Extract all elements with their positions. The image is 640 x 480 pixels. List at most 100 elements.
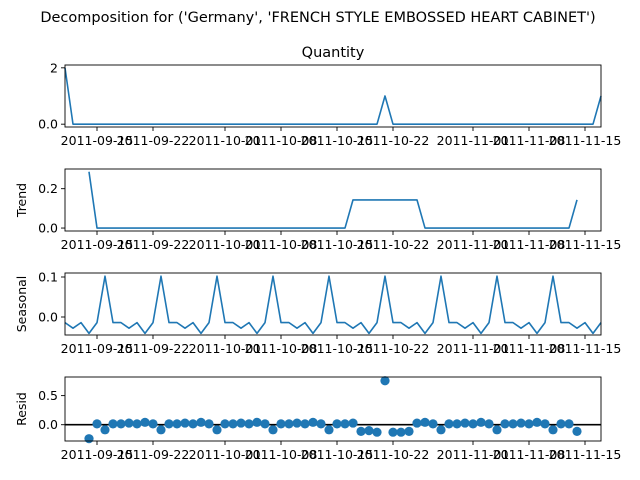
x-tick-label: 2011-10-01 — [189, 447, 262, 462]
y-tick-label: 0.0 — [38, 117, 58, 132]
resid-point — [412, 418, 422, 428]
resid-point — [220, 419, 230, 429]
axes-frame — [64, 168, 602, 232]
x-tick-label: 2011-11-15 — [549, 237, 622, 252]
resid-point — [572, 426, 582, 436]
resid-point — [404, 426, 414, 436]
resid-point — [252, 417, 262, 427]
resid-point — [244, 419, 254, 429]
resid-point — [396, 427, 406, 437]
x-tick-label: 2011-11-08 — [493, 447, 566, 462]
resid-point — [324, 425, 334, 435]
resid-point — [204, 419, 214, 429]
resid-point — [508, 419, 518, 429]
resid-point — [332, 419, 342, 429]
resid-point — [92, 419, 102, 429]
resid-point — [84, 434, 94, 444]
x-tick-label: 2011-09-22 — [117, 341, 190, 356]
panel-title: Quantity — [302, 45, 365, 61]
x-tick-label: 2011-11-01 — [437, 447, 510, 462]
x-tick-label: 2011-10-08 — [245, 447, 318, 462]
resid-point — [276, 419, 286, 429]
x-tick-label: 2011-11-08 — [493, 133, 566, 148]
resid-point — [540, 419, 550, 429]
resid-point — [268, 425, 278, 435]
resid-point — [564, 419, 574, 429]
resid-point — [356, 426, 366, 436]
series-line — [64, 67, 602, 125]
resid-point — [108, 419, 118, 429]
x-tick-label: 2011-09-15 — [61, 341, 134, 356]
y-tick-label: 0.2 — [38, 181, 58, 196]
y-tick-label: 0.0 — [38, 417, 58, 432]
y-axis-label: Resid — [14, 392, 29, 426]
resid-point — [124, 418, 134, 428]
axes-frame — [64, 64, 602, 128]
x-tick-label: 2011-10-15 — [301, 341, 374, 356]
resid-point — [348, 418, 358, 428]
resid-point — [476, 417, 486, 427]
resid-point — [116, 419, 126, 429]
resid-point — [500, 419, 510, 429]
x-tick-label: 2011-11-08 — [493, 237, 566, 252]
resid-point — [260, 419, 270, 429]
x-tick-label: 2011-09-22 — [117, 133, 190, 148]
resid-point — [556, 419, 566, 429]
resid-point — [532, 417, 542, 427]
resid-point — [180, 418, 190, 428]
x-tick-label: 2011-11-01 — [437, 237, 510, 252]
y-tick-label: 0.0 — [38, 310, 58, 325]
x-tick-label: 2011-11-08 — [493, 341, 566, 356]
resid-point — [484, 419, 494, 429]
x-tick-label: 2011-09-22 — [117, 237, 190, 252]
resid-point — [156, 425, 166, 435]
resid-point — [228, 419, 238, 429]
y-tick-label: 0.5 — [38, 388, 58, 403]
x-tick-label: 2011-10-08 — [245, 341, 318, 356]
resid-point — [292, 418, 302, 428]
x-tick-label: 2011-10-08 — [245, 133, 318, 148]
resid-point — [548, 425, 558, 435]
resid-point — [444, 419, 454, 429]
resid-point — [164, 419, 174, 429]
x-tick-label: 2011-09-22 — [117, 447, 190, 462]
resid-point — [140, 417, 150, 427]
x-tick-label: 2011-09-15 — [61, 237, 134, 252]
resid-point — [132, 419, 142, 429]
resid-point — [452, 419, 462, 429]
x-tick-label: 2011-10-15 — [301, 237, 374, 252]
x-tick-label: 2011-09-15 — [61, 447, 134, 462]
x-tick-label: 2011-10-15 — [301, 447, 374, 462]
resid-point — [284, 419, 294, 429]
y-tick-label: 0.1 — [38, 270, 58, 285]
resid-point — [516, 418, 526, 428]
x-tick-label: 2011-11-15 — [549, 447, 622, 462]
resid-point — [236, 418, 246, 428]
resid-point — [100, 425, 110, 435]
x-tick-label: 2011-11-01 — [437, 133, 510, 148]
axes-frame — [64, 272, 602, 336]
resid-point — [372, 427, 382, 437]
resid-point — [196, 417, 206, 427]
resid-point — [364, 426, 374, 436]
resid-point — [212, 425, 222, 435]
series-line — [88, 171, 578, 229]
series-line — [64, 275, 602, 335]
resid-point — [300, 419, 310, 429]
resid-point — [340, 419, 350, 429]
resid-point — [172, 419, 182, 429]
resid-point — [492, 425, 502, 435]
x-tick-label: 2011-09-15 — [61, 133, 134, 148]
x-tick-label: 2011-10-22 — [357, 341, 430, 356]
x-tick-label: 2011-10-01 — [189, 133, 262, 148]
y-tick-label: 2 — [50, 60, 58, 75]
x-tick-label: 2011-11-15 — [549, 133, 622, 148]
resid-point — [420, 417, 430, 427]
resid-point — [388, 427, 398, 437]
x-tick-label: 2011-10-22 — [357, 133, 430, 148]
